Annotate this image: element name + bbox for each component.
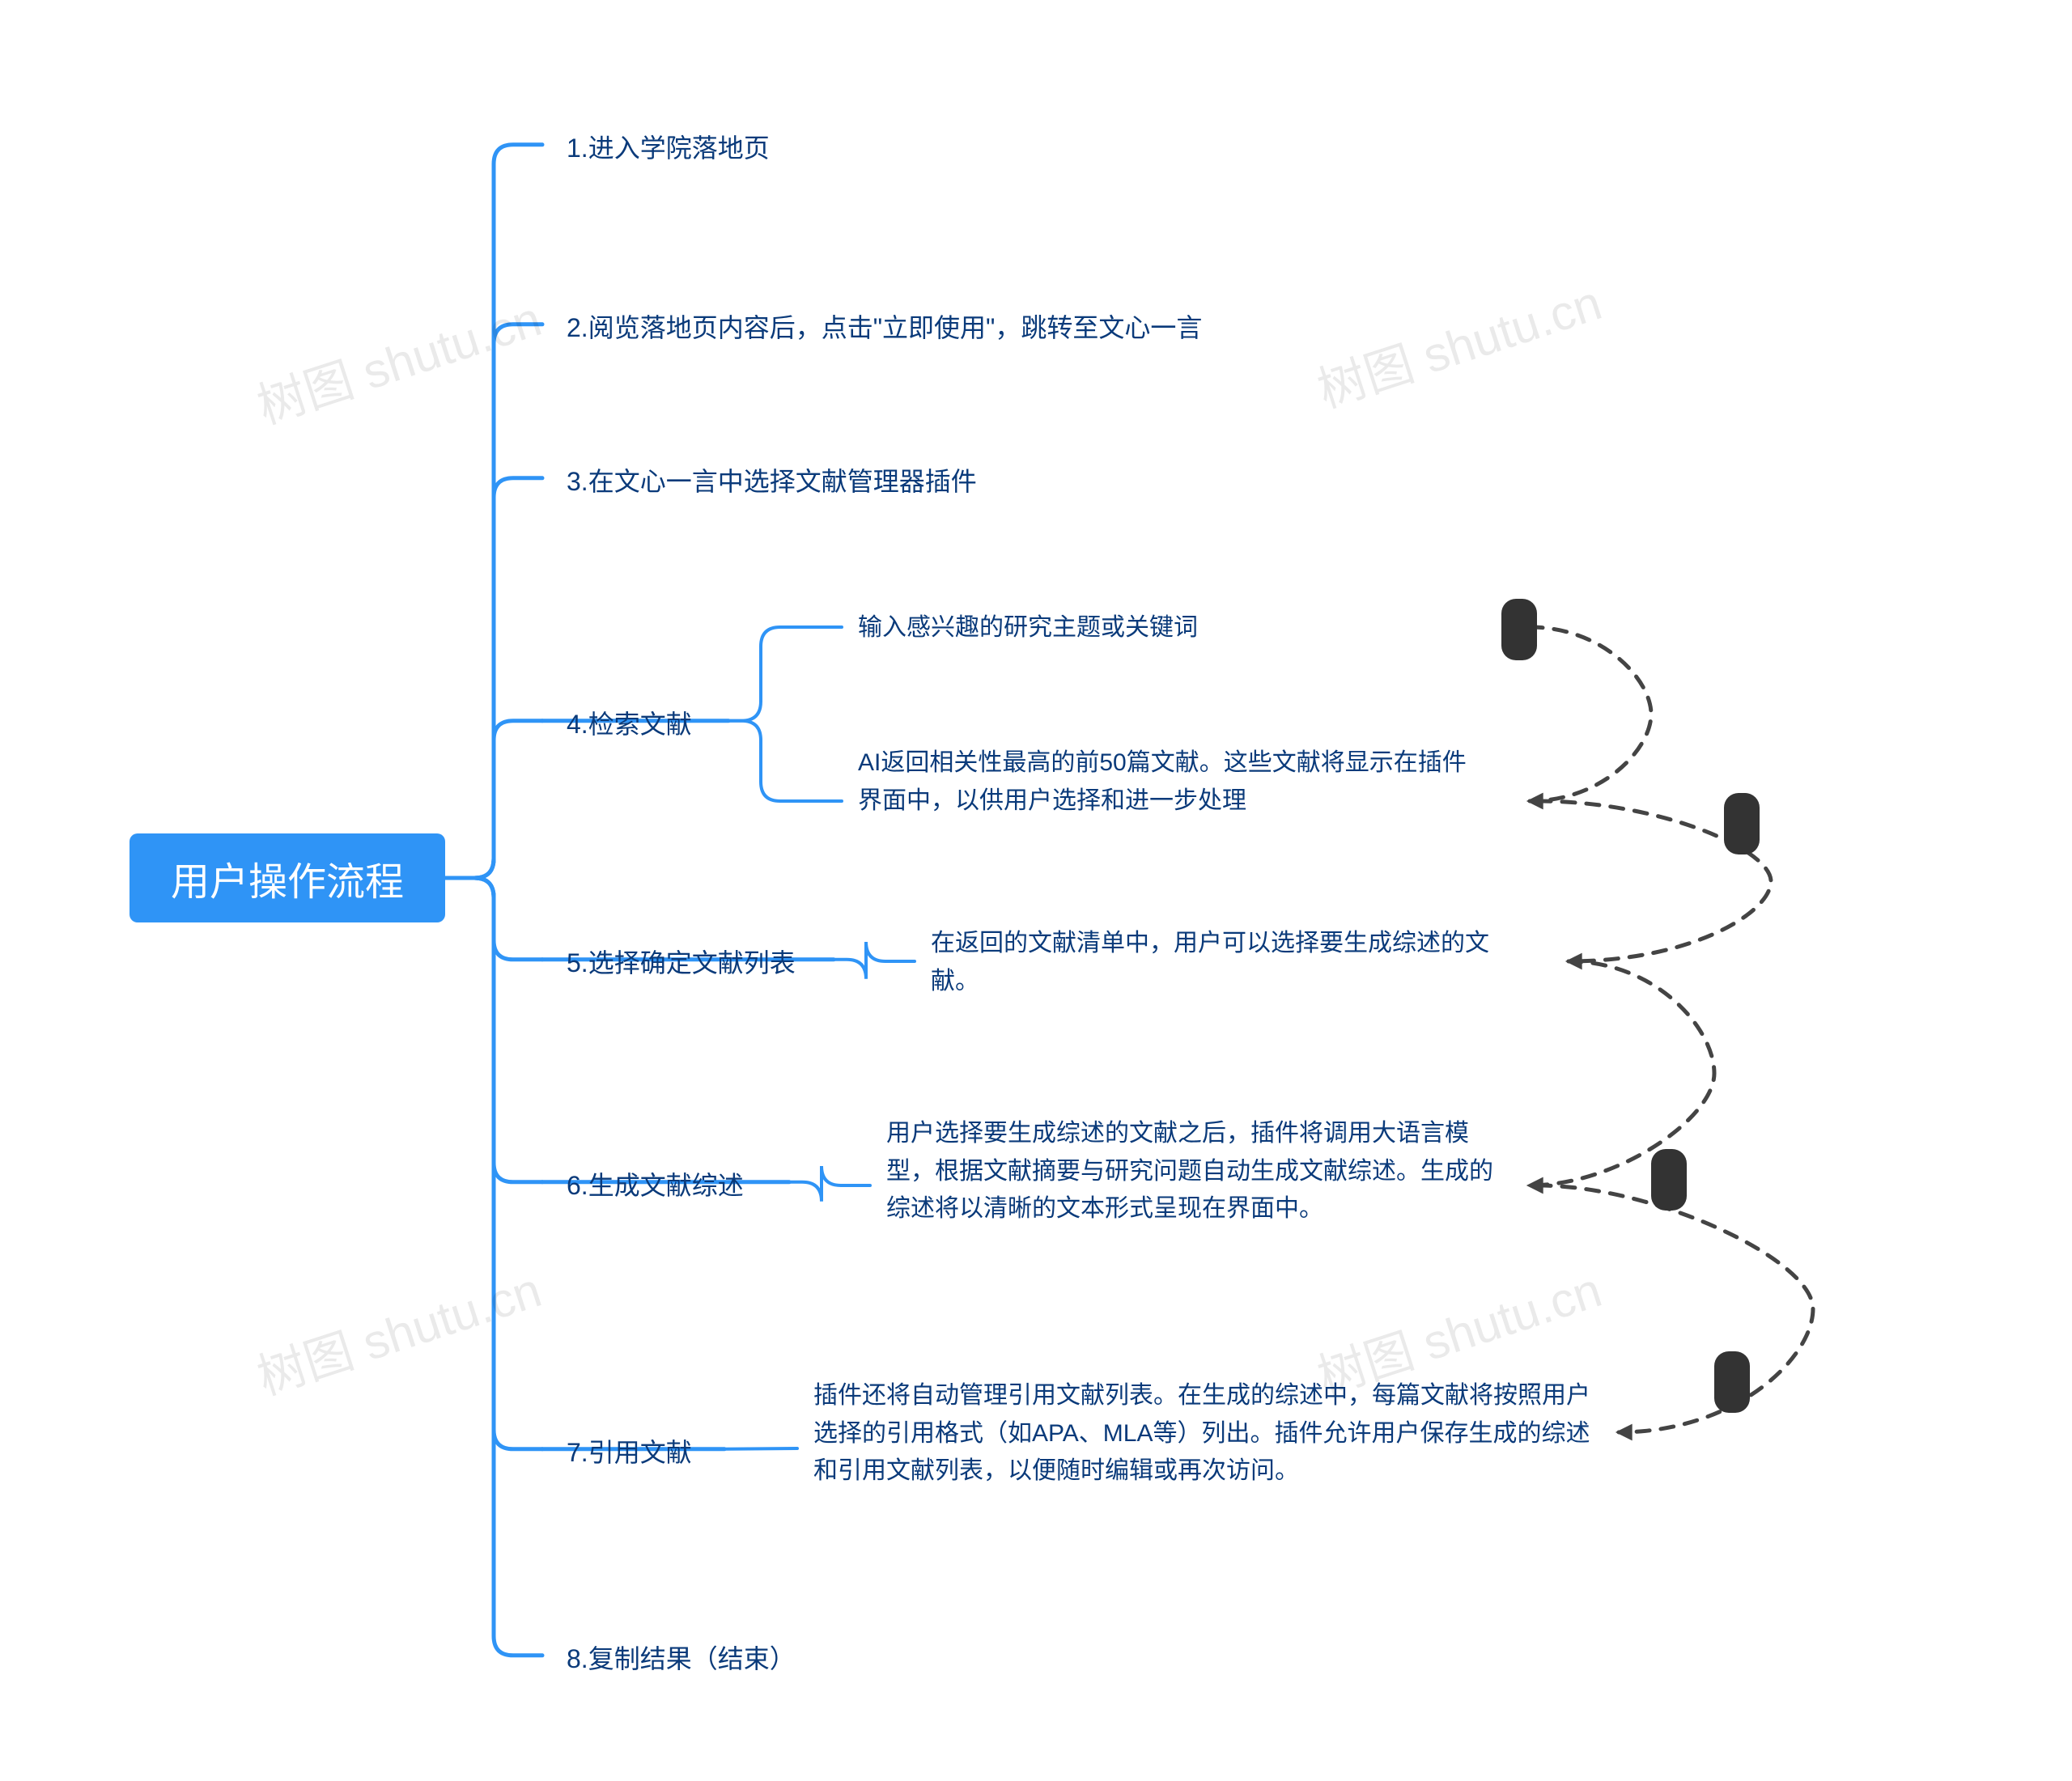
branch-6: 6.生成文献综述 — [567, 1165, 744, 1202]
drag-handle-3[interactable] — [1651, 1149, 1687, 1211]
branch-8: 8.复制结果（结束） — [567, 1639, 796, 1676]
branch-7: 7.引用文献 — [567, 1432, 692, 1469]
branch-4-detail-2: AI返回相关性最高的前50篇文献。这些文献将显示在插件界面中，以供用户选择和进一… — [858, 744, 1489, 820]
watermark-1: 树图 shutu.cn — [247, 280, 549, 438]
branch-5-detail-1: 在返回的文献清单中，用户可以选择要生成综述的文献。 — [931, 925, 1530, 1000]
branch-5: 5.选择确定文献列表 — [567, 943, 796, 980]
branch-7-detail-1: 插件还将自动管理引用文献列表。在生成的综述中，每篇文献将按照用户选择的引用格式（… — [813, 1377, 1607, 1491]
branch-6-detail-1: 用户选择要生成综述的文献之后，插件将调用大语言模型，根据文献摘要与研究问题自动生… — [886, 1115, 1509, 1228]
drag-handle-2[interactable] — [1724, 793, 1760, 854]
watermark-3: 树图 shutu.cn — [247, 1251, 549, 1409]
branch-2: 2.阅览落地页内容后，点击"立即使用"，跳转至文心一言 — [567, 307, 1202, 345]
branch-1: 1.进入学院落地页 — [567, 128, 770, 165]
root-node: 用户操作流程 — [130, 833, 445, 922]
watermark-2: 树图 shutu.cn — [1307, 264, 1609, 422]
branch-4-detail-1: 输入感兴趣的研究主题或关键词 — [858, 609, 1586, 647]
drag-handle-4[interactable] — [1714, 1351, 1750, 1413]
branch-4: 4.检索文献 — [567, 704, 692, 741]
branch-3: 3.在文心一言中选择文献管理器插件 — [567, 461, 977, 498]
drag-handle-1[interactable] — [1501, 599, 1537, 660]
